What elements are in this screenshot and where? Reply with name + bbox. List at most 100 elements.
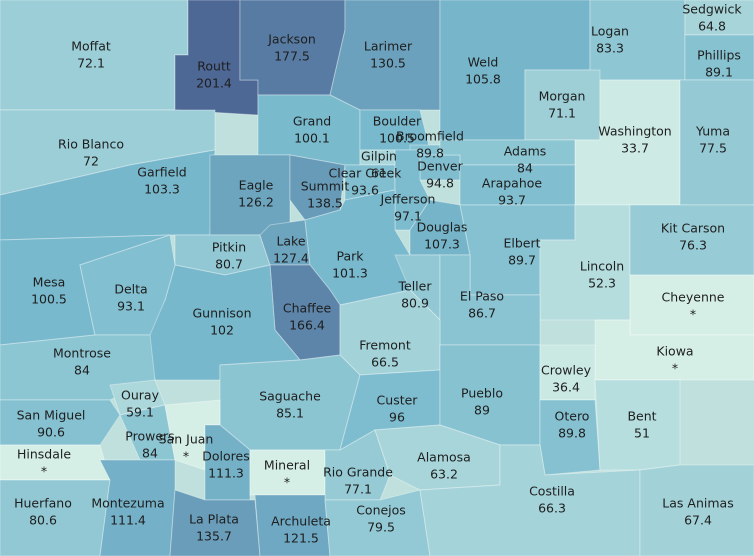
county-name: Kiowa <box>656 344 693 359</box>
county-name: Phillips <box>697 48 741 63</box>
county-name: Rio Blanco <box>58 137 124 152</box>
county-name: Weld <box>468 55 499 70</box>
county <box>684 34 754 81</box>
county-labels: Moffat 72.1 Routt 201.4 Jackson 177.5 Larimer 1… <box>14 2 742 546</box>
county-value: 72.1 <box>77 56 105 71</box>
county-value: 94.8 <box>426 176 454 191</box>
county-name: Pueblo <box>461 386 503 401</box>
county-value: 84 <box>517 161 533 176</box>
county-value: 77.5 <box>699 141 727 156</box>
county-value: 100.5 <box>31 292 67 307</box>
county-value: 166.4 <box>289 318 325 333</box>
county-value: 103.3 <box>144 182 180 197</box>
county-value: 93.6 <box>351 183 379 198</box>
county-name: Fremont <box>359 338 411 353</box>
county-value: 59.1 <box>126 405 154 420</box>
county-value: 107.3 <box>424 237 460 252</box>
county-name: Garfield <box>137 165 186 180</box>
county-name: Prowers <box>125 429 174 444</box>
county-name: Las Animas <box>662 496 733 511</box>
county-value: 90.6 <box>37 425 65 440</box>
county-name: Archuleta <box>271 514 331 529</box>
county-value: * <box>284 475 290 490</box>
county <box>684 0 754 36</box>
county-name: Jefferson <box>380 192 436 207</box>
county-value: 72 <box>83 154 99 169</box>
county-value: 100.1 <box>294 131 330 146</box>
county-value: 52.3 <box>588 276 616 291</box>
county-value: 67.4 <box>684 513 712 528</box>
county-name: Huerfano <box>14 496 72 511</box>
county-name: Chaffee <box>283 301 332 316</box>
county-value: 36.4 <box>552 380 580 395</box>
county <box>629 204 754 276</box>
county-value: 89.8 <box>558 426 586 441</box>
county-name: Moffat <box>71 39 111 54</box>
county-name: Alamosa <box>417 450 471 465</box>
county-name: Washington <box>598 124 671 139</box>
county-name: Jackson <box>267 32 316 47</box>
county-name: San Juan <box>159 432 214 447</box>
county-value: 89.7 <box>508 253 536 268</box>
county-name: El Paso <box>460 289 504 304</box>
county-value: 84 <box>142 446 158 461</box>
county-value: 201.4 <box>196 76 232 91</box>
county-name: La Plata <box>189 512 239 527</box>
county-name: Park <box>336 249 364 264</box>
county-value: 130.5 <box>370 56 406 71</box>
county-value: 93.1 <box>117 299 145 314</box>
county-name: Saguache <box>259 389 321 404</box>
county-value: 85.1 <box>276 406 304 421</box>
county-value: 77.1 <box>344 482 372 497</box>
county-name: Logan <box>591 24 629 39</box>
county-value: 89.1 <box>705 65 733 80</box>
county <box>169 489 261 556</box>
county-name: Eagle <box>239 178 274 193</box>
county-value: 64.8 <box>698 19 726 34</box>
county-name: Hinsdale <box>17 447 71 462</box>
county-value: 66.5 <box>371 355 399 370</box>
county-name: Otero <box>555 409 590 424</box>
county-value: 80.9 <box>401 296 429 311</box>
county-name: Lake <box>276 234 305 249</box>
county-value: 89.8 <box>416 146 444 161</box>
county-name: Delta <box>114 282 147 297</box>
county-value: 61 <box>371 166 387 181</box>
county-name: Bent <box>627 409 656 424</box>
county-value: 51 <box>634 426 650 441</box>
county-value: * <box>41 464 47 479</box>
county-value: * <box>690 307 696 322</box>
county-name: Broomfield <box>396 129 464 144</box>
county-name: Douglas <box>417 220 468 235</box>
county-name: Kit Carson <box>661 221 725 236</box>
county-name: Gilpin <box>361 149 397 164</box>
county-name: Clear Creek <box>329 166 403 181</box>
county-name: Gunnison <box>192 306 251 321</box>
county-value: 89 <box>474 403 490 418</box>
county-value: 121.5 <box>283 531 319 546</box>
county-value: 97.1 <box>394 209 422 224</box>
county-value: 105.8 <box>465 72 501 87</box>
county-name: Mineral <box>264 458 310 473</box>
county-value: 126.2 <box>238 195 274 210</box>
county-value: 33.7 <box>621 141 649 156</box>
county-value: 63.2 <box>430 467 458 482</box>
county-value: 80.6 <box>29 513 57 528</box>
county <box>0 399 121 446</box>
county-name: Denver <box>417 159 463 174</box>
county-name: Elbert <box>503 236 540 251</box>
county-name: Crowley <box>541 363 592 378</box>
county-name: Lincoln <box>580 259 624 274</box>
county-name: Larimer <box>364 39 413 54</box>
county-name: Teller <box>398 279 433 294</box>
county-name: Pitkin <box>212 240 246 255</box>
county-name: Dolores <box>202 449 249 464</box>
county <box>419 444 641 556</box>
county-name: Conejos <box>356 503 406 518</box>
county-name: Sedgwick <box>682 2 742 17</box>
county-name: Cheyenne <box>662 290 725 305</box>
county-name: Adams <box>504 144 547 159</box>
